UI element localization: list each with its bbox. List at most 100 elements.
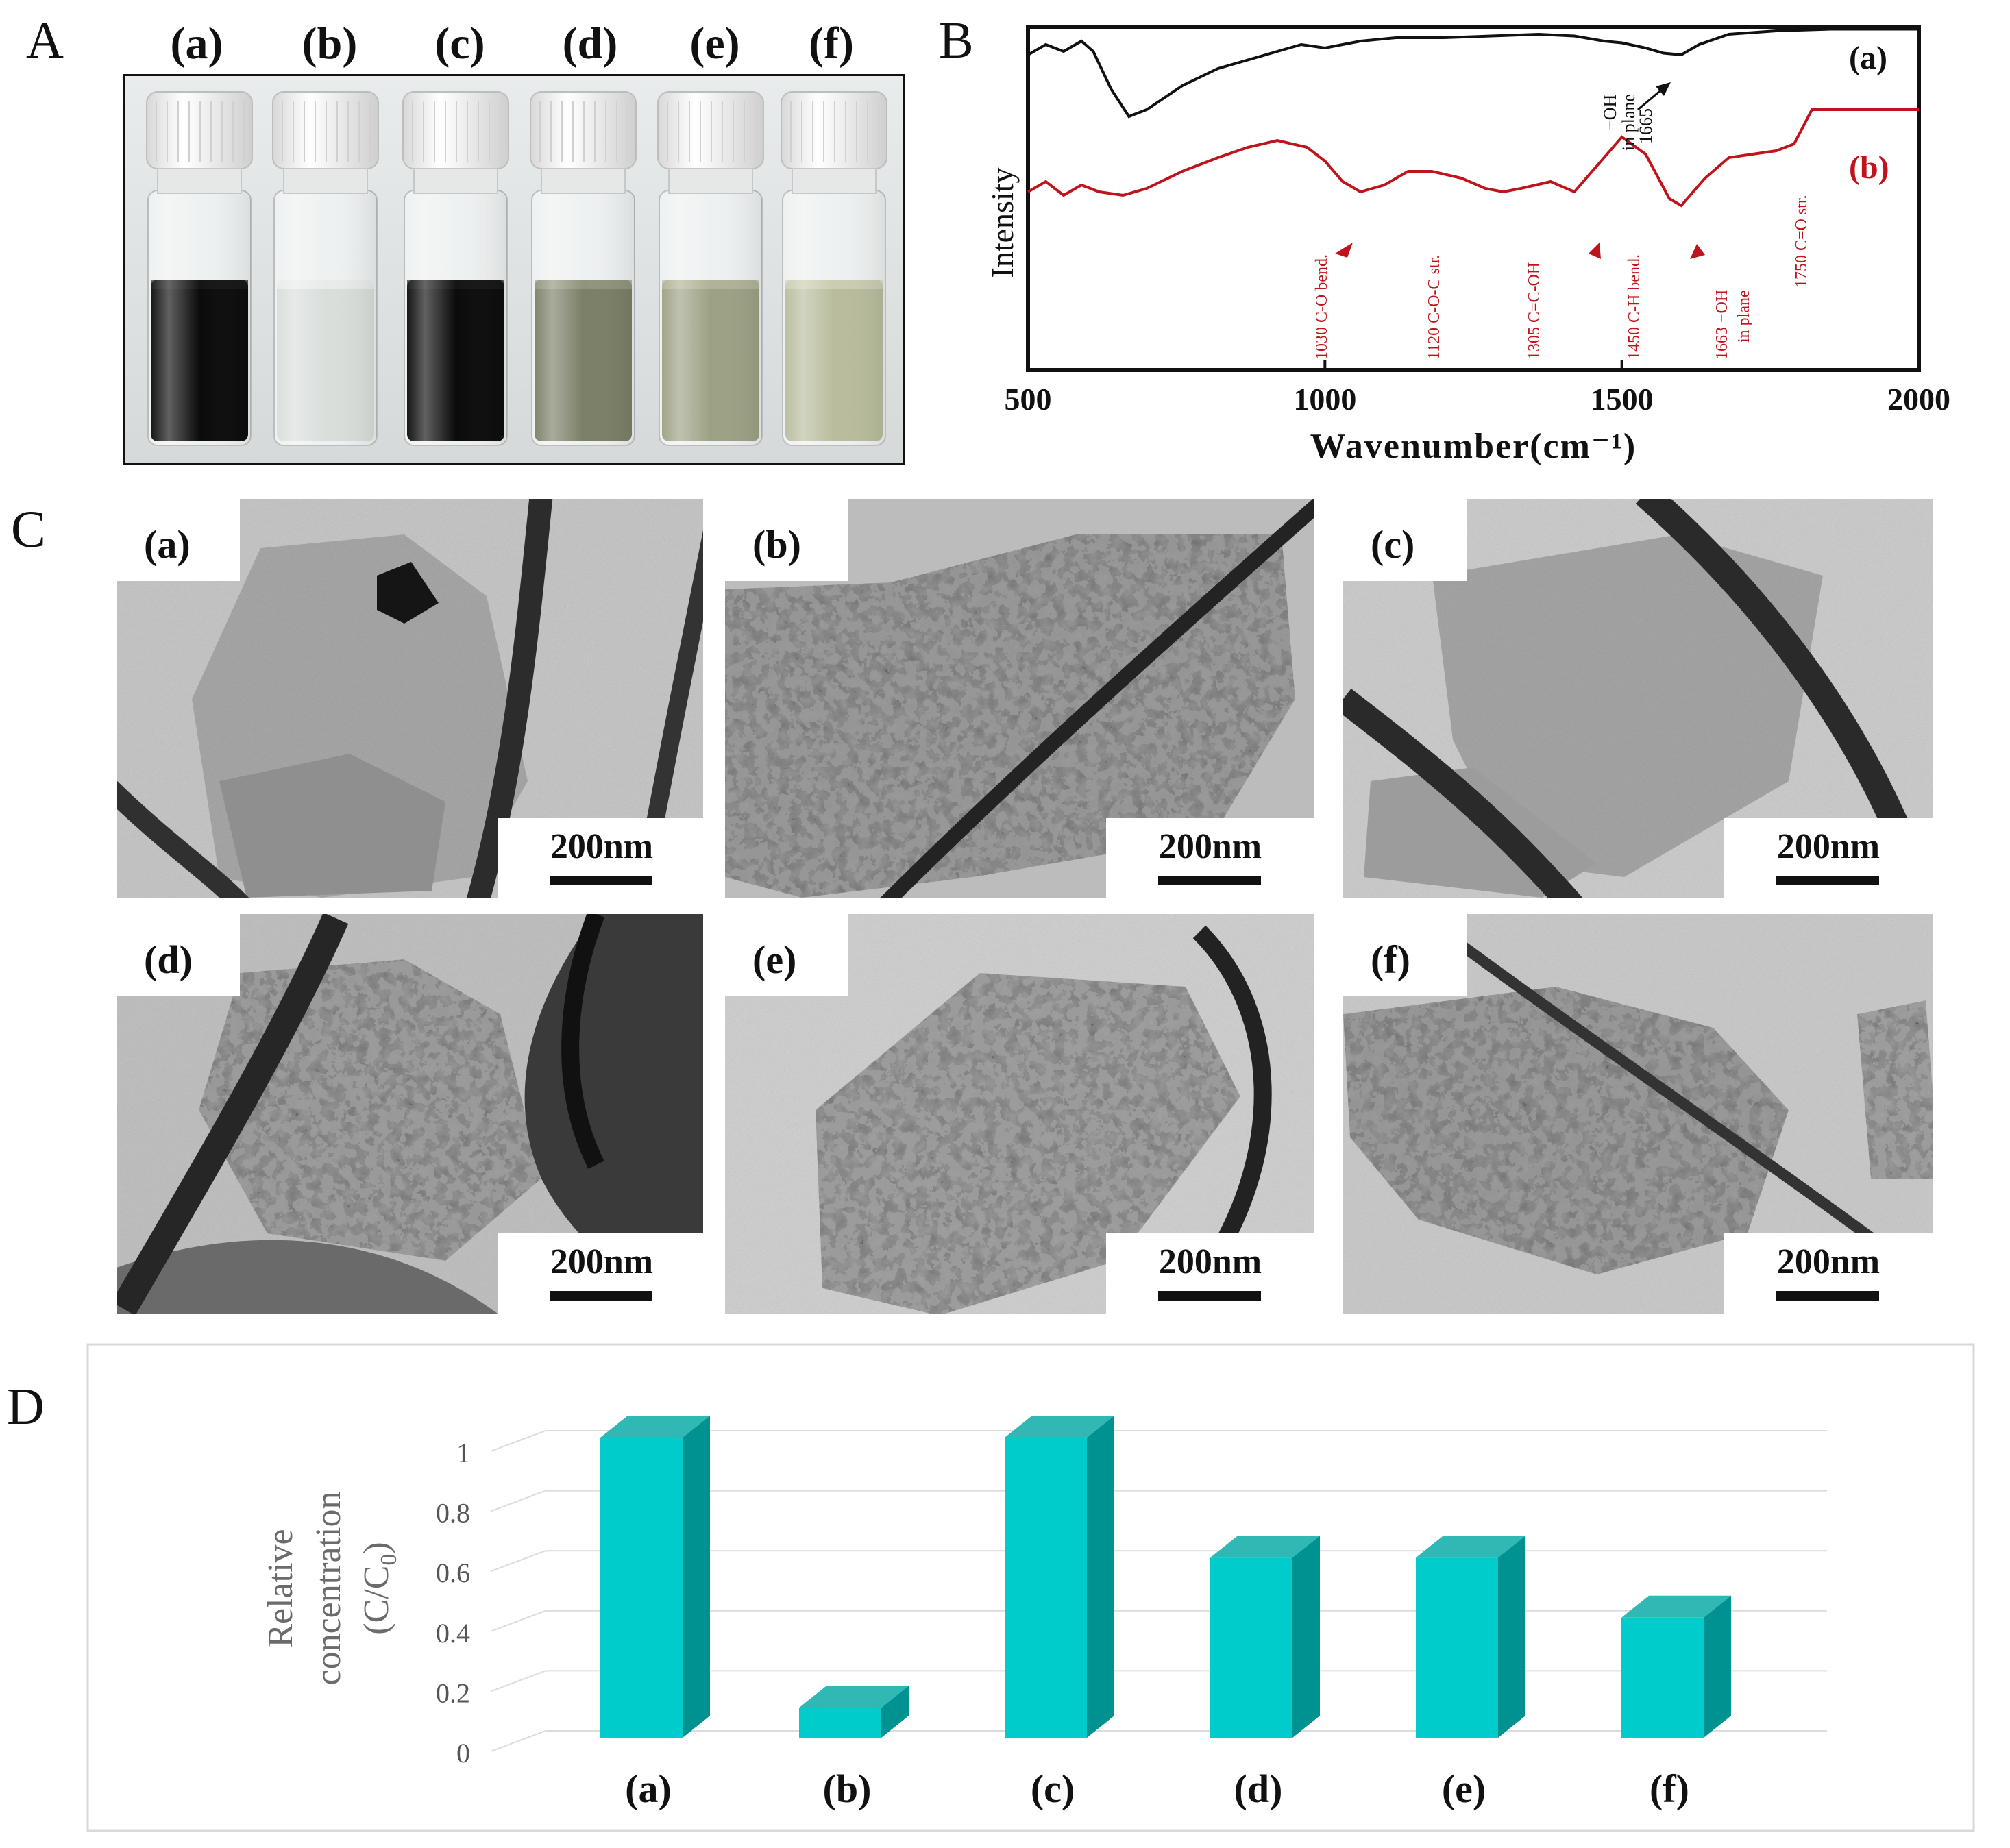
- tem-label: (f): [1371, 937, 1410, 982]
- grid-line-diagonal: [490, 1730, 546, 1752]
- y-tick-label: 0.8: [436, 1498, 470, 1529]
- ftir-x-tick-label: 2000: [1887, 382, 1950, 417]
- scale-box: [498, 818, 706, 900]
- scale-box: [498, 1233, 706, 1316]
- ftir-series-b-line: [1027, 108, 1919, 208]
- ftir-b-peak-label: 1450 C-H bend.: [1626, 254, 1643, 360]
- ylabel-line3: (C/C0): [357, 1542, 402, 1634]
- grid-line-diagonal: [490, 1430, 546, 1452]
- ylabel-line2: concentration: [309, 1492, 348, 1686]
- vial-reflection: [783, 190, 885, 445]
- ftir-x-tick-label: 500: [1005, 382, 1052, 417]
- ylabel-line3-sub: 0: [376, 1554, 402, 1566]
- y-tick-label: 0.2: [436, 1677, 470, 1708]
- vial-label: (b): [302, 19, 358, 69]
- vial-neck: [413, 168, 498, 194]
- vial-neck: [668, 168, 753, 194]
- concentration-chart: 0 0.2 0.4 0.6 0.8 1 (a) (b) (c) (d) (e) (f) Relati…: [86, 1343, 1975, 1832]
- x-tick-label: (d): [1234, 1766, 1283, 1811]
- vial: [530, 91, 637, 446]
- vial: [781, 91, 887, 446]
- bar-front: [1416, 1557, 1498, 1738]
- tem-annotation: (c) 200nm: [1343, 499, 1933, 900]
- bar-top: [1005, 1416, 1114, 1438]
- bar-top: [1621, 1595, 1731, 1618]
- scale-label: 200nm: [1777, 827, 1880, 866]
- bar-side: [881, 1686, 909, 1738]
- scale-label: 200nm: [1159, 827, 1262, 866]
- scale-label: 200nm: [1777, 1242, 1880, 1281]
- vial-label: (f): [809, 19, 854, 69]
- tem-annotation: (b) 200nm: [725, 499, 1314, 900]
- ftir-b-arrow: [1589, 243, 1601, 259]
- tem-annotation: (f) 200nm: [1343, 914, 1933, 1316]
- tem-label: (a): [144, 522, 191, 567]
- scale-bar: [1776, 876, 1879, 885]
- scale-box: [1106, 818, 1314, 900]
- chart-y-ticks: 0 0.2 0.4 0.6 0.8 1: [436, 1438, 470, 1769]
- grid-line-diagonal: [490, 1550, 546, 1573]
- vial-label: (c): [434, 19, 485, 69]
- bar-side: [1704, 1595, 1731, 1738]
- bar-side: [1292, 1536, 1320, 1738]
- ftir-a-arrowhead: [1656, 82, 1671, 96]
- ftir-a-oh-text: −OH: [1600, 95, 1620, 130]
- tem-label: (c): [1371, 522, 1414, 567]
- ftir-b-peak-label: in plane: [1735, 290, 1753, 343]
- vial: [657, 91, 764, 446]
- vial-label: (a): [170, 19, 223, 69]
- ftir-series-label-a: (a): [1849, 40, 1887, 76]
- ylabel-line3-prefix: (C/C: [357, 1566, 396, 1635]
- bar: [1210, 1536, 1320, 1738]
- vial-reflection: [148, 190, 251, 445]
- ftir-b-peak-label: 1750 C=O str.: [1793, 195, 1811, 288]
- grid-line-diagonal: [490, 1670, 546, 1692]
- vial: [146, 91, 253, 446]
- ylabel-line3-suffix: ): [357, 1542, 396, 1553]
- panel-label-a: A: [26, 12, 64, 69]
- bar-side: [683, 1416, 710, 1738]
- chart-bars: [600, 1416, 1731, 1738]
- bar-side: [1087, 1416, 1114, 1738]
- x-tick-label: (b): [823, 1766, 872, 1811]
- scale-box: [1724, 818, 1933, 900]
- ftir-b-peak-label: 1305 C=C-OH: [1525, 262, 1543, 360]
- scale-bar: [1158, 876, 1261, 885]
- scale-box: [1724, 1233, 1933, 1316]
- bar: [600, 1416, 710, 1738]
- scale-bar: [1776, 1291, 1879, 1301]
- vial-photo: [123, 74, 905, 465]
- bar-top: [799, 1686, 909, 1708]
- x-tick-label: (f): [1650, 1766, 1689, 1811]
- ftir-b-peak-label: 1120 C-O-C str.: [1425, 255, 1443, 360]
- bar-front: [1210, 1557, 1292, 1738]
- tem-annotation: (a) 200nm: [117, 499, 706, 900]
- tem-image-a: [117, 499, 703, 898]
- scale-bar: [550, 876, 652, 885]
- scale-bar: [1158, 1291, 1261, 1301]
- vial-label: (d): [562, 19, 618, 69]
- bar: [1005, 1416, 1114, 1738]
- tem-label-box: [1343, 914, 1467, 996]
- y-tick-label: 1: [456, 1438, 470, 1468]
- tem-label-box: [725, 499, 848, 581]
- vials-group: [146, 91, 887, 446]
- tem-grid: (a) 200nm (b) 200nm (c) 200nm (d) 200nm (e) 200nm…: [117, 499, 1933, 1316]
- tem-label: (e): [752, 937, 796, 982]
- ftir-b-annotations: 1030 C-O bend. 1120 C-O-C str. 1305 C=C-…: [1313, 195, 1811, 360]
- ftir-a-1665-text: 1665: [1636, 108, 1656, 144]
- y-tick-label: 0.6: [436, 1557, 470, 1588]
- bar-front: [1621, 1617, 1704, 1738]
- vial-neck: [792, 168, 877, 194]
- bar-top: [1416, 1536, 1525, 1558]
- ftir-plot-frame: [1026, 25, 1921, 372]
- scale-box: [1106, 1233, 1314, 1316]
- grid-line-diagonal: [490, 1490, 546, 1512]
- ftir-b-peak-label: 1030 C-O bend.: [1313, 254, 1331, 360]
- chart-x-labels: (a) (b) (c) (d) (e) (f): [625, 1766, 1689, 1811]
- ftir-x-axis-label: Wavenumber(cm⁻¹): [1310, 427, 1637, 466]
- bar: [1621, 1595, 1731, 1738]
- ftir-series-a-line: [1027, 27, 1919, 119]
- x-tick-label: (a): [625, 1766, 672, 1811]
